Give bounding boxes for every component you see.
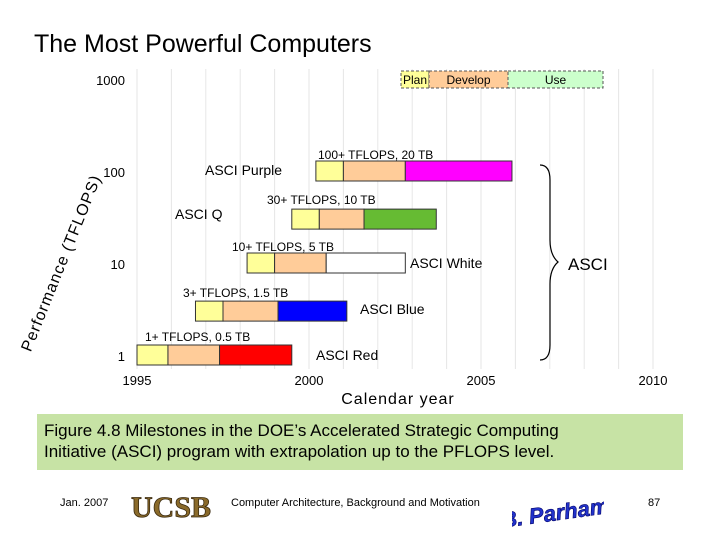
slide-title: The Most Powerful Computers (34, 30, 372, 58)
svg-text:UCSB: UCSB (131, 491, 211, 524)
asci-purple-develop-bar (342, 160, 406, 182)
bracket-shape (539, 164, 559, 361)
axes: 1995 2000 2005 2010 1 10 100 1000 (96, 73, 667, 388)
asci-blue-label: ASCI Blue (360, 301, 425, 317)
y-axis-label: Performance (TFLOPS) (19, 173, 106, 355)
asci-red-label: ASCI Red (316, 347, 378, 363)
asci-q-use-bar (363, 208, 437, 230)
asci-blue-plan-bar (194, 300, 224, 322)
asci-purple-label: ASCI Purple (205, 162, 282, 178)
footer-course: Computer Architecture, Background and Mo… (231, 497, 480, 509)
asci-blue-develop-bar (222, 300, 279, 322)
asci-blue-spec-label: 3+ TFLOPS, 1.5 TB (183, 286, 288, 300)
asci-red-plan-bar (136, 344, 169, 366)
legend-box-use (507, 70, 604, 89)
x-tick-label: 1995 (123, 373, 152, 388)
bar-labels: ASCI Red 1+ TFLOPS, 0.5 TB ASCI Blue 3+ TFL… (145, 148, 483, 363)
legend-label-plan: Plan (403, 73, 427, 87)
x-tick-label: 2000 (295, 373, 324, 388)
x-axis-label: Calendar year (341, 391, 455, 408)
grid-lines (136, 69, 654, 369)
asci-white-label: ASCI White (410, 255, 483, 271)
phase-legend: Plan Develop Use (400, 70, 604, 89)
asci-milestone-chart: 1995 2000 2005 2010 1 10 100 1000 Plan Develop Us… (19, 69, 667, 408)
caption-line-1: Figure 4.8 Milestones in the DOE’s Accel… (44, 421, 559, 440)
milestone-bars (136, 160, 513, 366)
asci-purple-plan-bar (315, 160, 344, 182)
author-signature-logo: B. Parhami (512, 492, 604, 533)
asci-purple-spec-label: 100+ TFLOPS, 20 TB (318, 148, 433, 162)
asci-purple-use-bar (404, 160, 513, 182)
y-tick-label: 1000 (96, 73, 125, 88)
asci-q-spec-label: 30+ TFLOPS, 10 TB (267, 193, 376, 207)
footer-page-number: 87 (648, 497, 661, 509)
y-tick-label: 10 (111, 257, 125, 272)
asci-bracket: ASCI (539, 164, 608, 361)
y-tick-label: 1 (118, 349, 125, 364)
asci-q-label: ASCI Q (175, 206, 223, 222)
asci-q-develop-bar (318, 208, 365, 230)
footer-date: Jan. 2007 (60, 497, 109, 509)
asci-blue-use-bar (277, 300, 348, 322)
legend-label-develop: Develop (446, 73, 490, 87)
caption-line-2: Initiative (ASCI) program with extrapola… (44, 442, 555, 461)
asci-white-plan-bar (246, 252, 276, 274)
svg-text:B. Parhami: B. Parhami (512, 492, 604, 533)
asci-white-spec-label: 10+ TFLOPS, 5 TB (232, 240, 334, 254)
asci-red-use-bar (219, 344, 293, 366)
bracket-label: ASCI (568, 255, 608, 274)
asci-white-develop-bar (274, 252, 327, 274)
asci-white-use-bar (325, 252, 406, 274)
x-tick-label: 2005 (467, 373, 496, 388)
ucsb-logo: UCSB (126, 488, 216, 524)
legend-label-use: Use (545, 73, 567, 87)
asci-red-develop-bar (167, 344, 221, 366)
y-tick-label: 100 (103, 165, 125, 180)
x-tick-label: 2010 (639, 373, 668, 388)
figure-caption: Figure 4.8 Milestones in the DOE’s Accel… (37, 414, 683, 470)
asci-q-plan-bar (291, 208, 320, 230)
asci-red-spec-label: 1+ TFLOPS, 0.5 TB (145, 330, 250, 344)
